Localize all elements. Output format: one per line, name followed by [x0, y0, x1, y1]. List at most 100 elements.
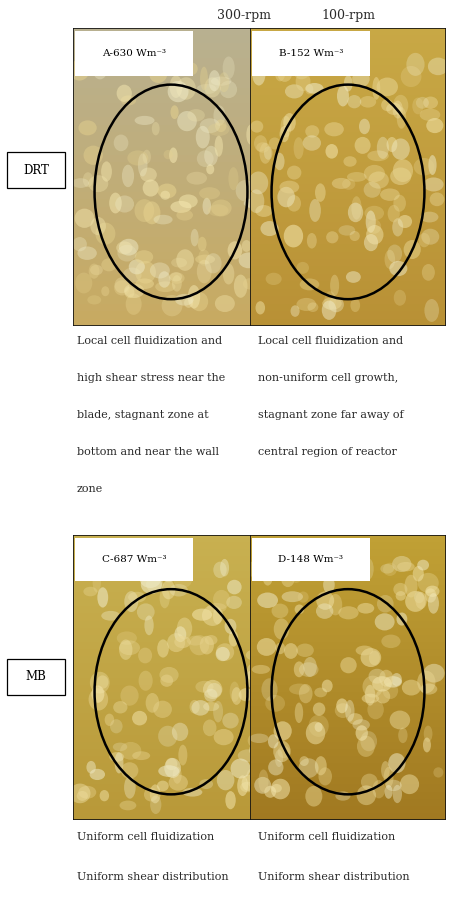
- Ellipse shape: [326, 144, 338, 159]
- Ellipse shape: [287, 166, 301, 180]
- Ellipse shape: [373, 77, 380, 100]
- Ellipse shape: [137, 603, 155, 621]
- Ellipse shape: [357, 736, 375, 757]
- Ellipse shape: [390, 711, 410, 729]
- Ellipse shape: [355, 136, 371, 154]
- Ellipse shape: [186, 63, 198, 75]
- Bar: [73, 237, 269, 244]
- Ellipse shape: [197, 260, 212, 283]
- Text: Uniform shear distribution: Uniform shear distribution: [258, 872, 410, 882]
- Ellipse shape: [236, 180, 255, 202]
- Ellipse shape: [162, 580, 175, 599]
- Ellipse shape: [299, 662, 319, 677]
- Bar: [250, 685, 446, 692]
- Bar: [73, 252, 269, 259]
- Ellipse shape: [377, 136, 389, 159]
- Ellipse shape: [219, 72, 229, 92]
- Ellipse shape: [384, 676, 402, 688]
- Ellipse shape: [364, 182, 381, 198]
- Ellipse shape: [323, 576, 335, 594]
- Bar: [250, 124, 446, 132]
- Ellipse shape: [387, 244, 402, 263]
- Ellipse shape: [377, 77, 398, 96]
- Ellipse shape: [385, 780, 401, 791]
- Ellipse shape: [322, 301, 337, 320]
- Ellipse shape: [424, 726, 432, 742]
- Ellipse shape: [362, 693, 379, 703]
- Bar: [250, 207, 446, 214]
- Bar: [73, 599, 269, 607]
- Ellipse shape: [363, 676, 383, 698]
- Bar: [250, 642, 446, 649]
- Ellipse shape: [294, 661, 304, 678]
- Ellipse shape: [126, 293, 142, 315]
- Ellipse shape: [348, 203, 363, 222]
- Ellipse shape: [171, 105, 179, 119]
- Ellipse shape: [237, 775, 248, 796]
- Text: non-uniform cell growth,: non-uniform cell growth,: [258, 373, 398, 383]
- Bar: [73, 155, 269, 162]
- Ellipse shape: [90, 672, 109, 693]
- Ellipse shape: [100, 790, 109, 801]
- Ellipse shape: [264, 786, 276, 798]
- Ellipse shape: [277, 64, 292, 82]
- Bar: [73, 207, 269, 214]
- Ellipse shape: [187, 109, 205, 122]
- Ellipse shape: [352, 71, 370, 87]
- Bar: [250, 102, 446, 110]
- Ellipse shape: [117, 55, 137, 69]
- Ellipse shape: [433, 767, 443, 777]
- Ellipse shape: [390, 168, 411, 185]
- Ellipse shape: [255, 112, 267, 132]
- Ellipse shape: [75, 273, 92, 293]
- Ellipse shape: [356, 726, 368, 740]
- Bar: [73, 649, 269, 656]
- Ellipse shape: [215, 136, 223, 157]
- Ellipse shape: [426, 118, 443, 133]
- Text: D-148 Wm⁻³: D-148 Wm⁻³: [278, 555, 343, 563]
- Ellipse shape: [163, 569, 180, 580]
- Ellipse shape: [309, 199, 321, 222]
- Bar: [73, 777, 269, 785]
- Ellipse shape: [177, 111, 197, 131]
- Ellipse shape: [153, 701, 172, 718]
- Ellipse shape: [202, 197, 211, 215]
- Bar: [73, 110, 269, 117]
- Ellipse shape: [340, 657, 357, 673]
- Ellipse shape: [401, 66, 421, 87]
- Bar: [250, 214, 446, 221]
- Bar: [73, 170, 269, 177]
- Bar: [73, 670, 269, 678]
- Bar: [73, 535, 269, 542]
- Ellipse shape: [203, 680, 222, 699]
- Ellipse shape: [118, 560, 137, 581]
- Bar: [250, 28, 446, 35]
- Ellipse shape: [392, 785, 402, 803]
- Ellipse shape: [258, 770, 268, 792]
- Ellipse shape: [202, 605, 223, 626]
- Ellipse shape: [296, 298, 316, 311]
- Ellipse shape: [89, 264, 100, 278]
- Ellipse shape: [101, 286, 109, 296]
- Ellipse shape: [363, 558, 374, 580]
- Ellipse shape: [414, 591, 424, 603]
- FancyBboxPatch shape: [252, 31, 370, 76]
- Bar: [250, 162, 446, 170]
- Ellipse shape: [90, 769, 105, 780]
- Ellipse shape: [351, 196, 362, 219]
- Ellipse shape: [380, 188, 400, 201]
- Ellipse shape: [310, 61, 319, 74]
- Bar: [73, 274, 269, 281]
- Bar: [73, 741, 269, 749]
- Ellipse shape: [282, 591, 303, 602]
- Ellipse shape: [140, 168, 157, 182]
- Bar: [250, 110, 446, 117]
- Bar: [73, 663, 269, 670]
- Ellipse shape: [171, 201, 191, 213]
- Ellipse shape: [393, 583, 408, 596]
- Ellipse shape: [314, 49, 328, 67]
- Bar: [73, 192, 269, 199]
- Bar: [250, 699, 446, 706]
- Ellipse shape: [228, 631, 238, 646]
- Ellipse shape: [372, 676, 392, 692]
